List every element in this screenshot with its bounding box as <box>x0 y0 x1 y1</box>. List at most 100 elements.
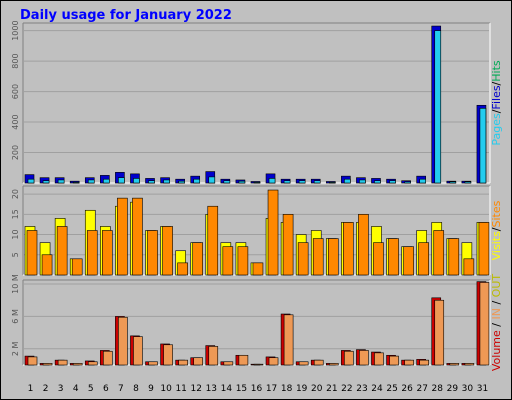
bar-out-day-27 <box>419 359 429 366</box>
bar-out-day-31 <box>479 282 490 366</box>
bar-sites-day-8 <box>132 197 143 276</box>
bar-out-day-25 <box>389 355 399 366</box>
bar-sites-day-22 <box>343 222 354 276</box>
bar-sites-day-28 <box>433 230 445 276</box>
day-label-3: 3 <box>58 384 64 394</box>
bar-out-day-24 <box>374 352 384 366</box>
bar-out-day-4 <box>72 363 83 366</box>
bar-out-day-7 <box>118 316 128 366</box>
bar-sites-day-24 <box>373 242 384 276</box>
day-label-7: 7 <box>118 384 124 394</box>
bar-sites-day-16 <box>252 262 264 276</box>
day-label-24: 24 <box>371 384 383 394</box>
day-label-15: 15 <box>236 384 247 394</box>
bar-out-day-15 <box>238 354 249 366</box>
bar-files-day-10 <box>163 179 170 184</box>
y-tick-label-1-1: 10 <box>11 229 20 239</box>
bar-files-day-12 <box>193 178 201 184</box>
day-label-31: 31 <box>477 384 488 394</box>
bar-sites-day-29 <box>448 238 460 276</box>
legend-sep-1: / <box>490 109 503 113</box>
day-label-10: 10 <box>160 384 172 394</box>
bar-files-day-14 <box>223 180 231 184</box>
bar-files-day-4 <box>72 181 80 184</box>
bar-files-day-8 <box>133 178 140 184</box>
day-label-30: 30 <box>462 384 474 394</box>
bar-sites-day-5 <box>86 230 98 276</box>
legend-sep-2: / <box>490 81 503 85</box>
bar-out-day-14 <box>223 361 234 366</box>
bar-out-day-16 <box>253 363 264 366</box>
y-tick-label-0-0: 200 <box>11 145 20 160</box>
bar-out-day-8 <box>133 336 143 366</box>
bar-out-day-21 <box>328 363 339 366</box>
bar-files-day-3 <box>57 179 65 184</box>
bar-files-day-13 <box>208 176 216 184</box>
day-label-23: 23 <box>356 384 367 394</box>
bar-sites-day-2 <box>41 254 53 276</box>
legend-hits-files-pages: Pages/Files/Hits <box>490 60 503 146</box>
bar-out-day-28 <box>434 299 445 366</box>
day-label-11: 11 <box>175 384 186 394</box>
bar-sites-day-19 <box>297 242 309 276</box>
bar-out-day-3 <box>57 359 68 366</box>
y-tick-label-2-2: 10 M <box>11 274 20 294</box>
y-tick-label-2-1: 6 M <box>11 309 20 324</box>
y-tick-label-1-0: 5 <box>11 252 20 257</box>
day-label-29: 29 <box>447 384 459 394</box>
bar-sites-day-12 <box>192 242 204 276</box>
bar-out-day-17 <box>268 357 279 366</box>
legend-visits: Visits <box>490 231 503 260</box>
bar-sites-day-26 <box>403 246 414 276</box>
chart-title: Daily usage for January 2022 <box>20 8 232 23</box>
bar-out-day-10 <box>163 344 173 366</box>
bar-out-day-23 <box>359 350 369 366</box>
bar-sites-day-14 <box>222 246 234 276</box>
legend-files: Files <box>490 85 503 109</box>
legend-hits: Hits <box>490 60 503 82</box>
bar-sites-day-9 <box>147 230 158 276</box>
bar-out-day-18 <box>283 314 294 366</box>
bar-sites-day-7 <box>117 197 128 276</box>
bar-files-day-18 <box>283 180 291 184</box>
bar-files-day-28 <box>434 30 442 184</box>
legend-visits-sites: Visits/Sites <box>490 200 503 260</box>
legend-sep-4: / <box>490 320 503 331</box>
bar-sites-day-23 <box>358 214 369 276</box>
bar-out-day-5 <box>87 361 98 366</box>
bar-out-day-29 <box>449 363 460 366</box>
bar-files-day-9 <box>148 180 155 184</box>
bar-files-day-16 <box>253 181 261 184</box>
bar-sites-day-27 <box>418 242 429 276</box>
bar-sites-day-13 <box>207 205 219 276</box>
bar-out-day-26 <box>404 359 414 366</box>
day-label-20: 20 <box>311 384 323 394</box>
legend-volume: Volume / IN / OUT <box>490 274 503 372</box>
day-label-8: 8 <box>133 384 139 394</box>
bar-sites-day-10 <box>162 226 173 276</box>
day-label-16: 16 <box>251 384 263 394</box>
bar-out-day-22 <box>344 350 354 366</box>
y-tick-label-2-0: 2 M <box>11 341 20 356</box>
day-label-25: 25 <box>386 384 397 394</box>
bar-out-day-20 <box>313 359 324 366</box>
bar-sites-day-30 <box>463 258 475 276</box>
bar-files-day-20 <box>313 180 321 184</box>
day-label-9: 9 <box>148 384 154 394</box>
bar-files-day-26 <box>404 181 411 184</box>
day-label-22: 22 <box>341 384 352 394</box>
bar-files-day-24 <box>374 180 381 184</box>
day-label-21: 21 <box>326 384 337 394</box>
day-label-2: 2 <box>43 384 49 394</box>
bar-out-day-19 <box>298 361 309 366</box>
bar-files-day-21 <box>328 181 336 184</box>
bar-sites-day-6 <box>102 230 113 276</box>
bar-files-day-11 <box>178 180 185 184</box>
day-label-1: 1 <box>28 384 34 394</box>
bar-sites-day-11 <box>177 262 188 276</box>
bar-files-day-19 <box>298 180 306 184</box>
bar-files-day-2 <box>42 180 50 184</box>
bar-out-day-6 <box>103 350 113 366</box>
legend-sep-3: / <box>490 227 503 231</box>
